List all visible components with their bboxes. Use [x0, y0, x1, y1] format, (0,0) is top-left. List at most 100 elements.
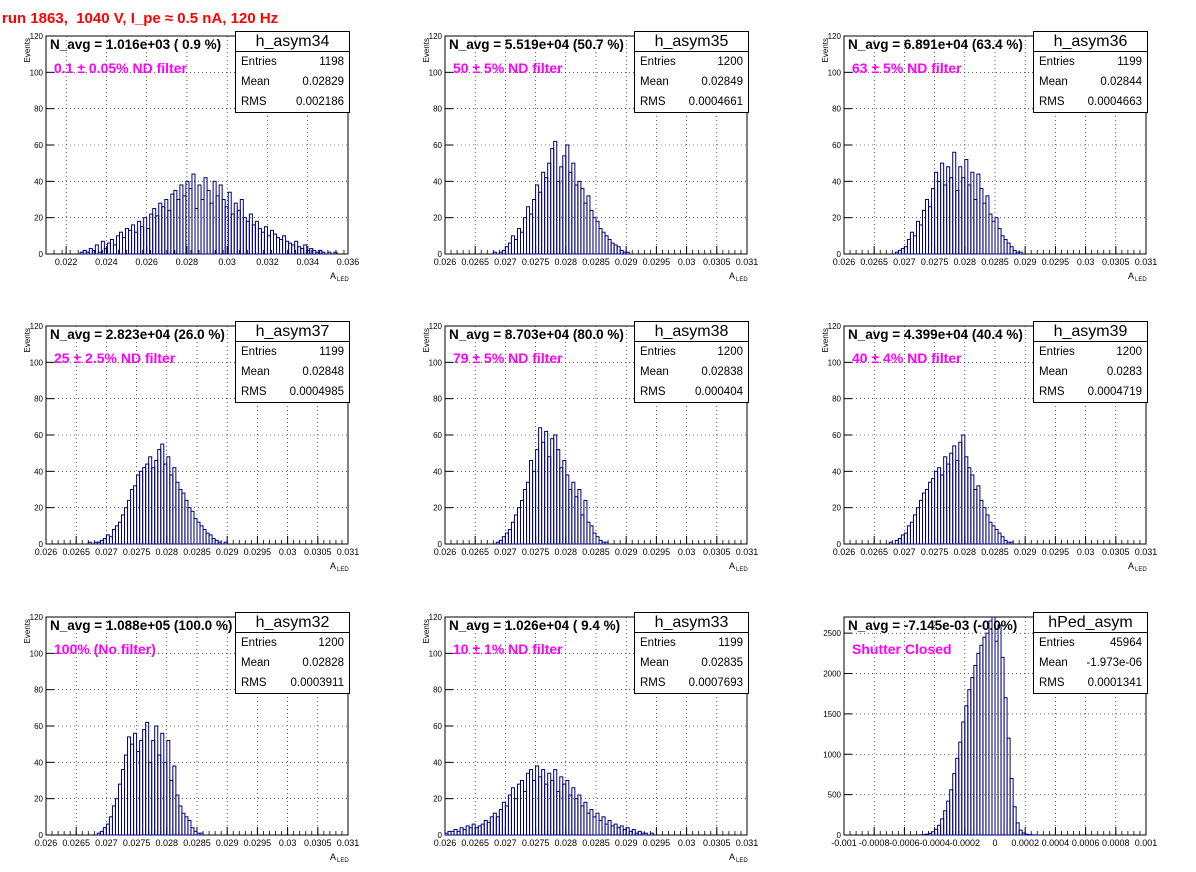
x-tick-label: 0.0285 [183, 838, 211, 848]
stats-value-entries: 1200 [717, 346, 743, 358]
y-tick-label: 80 [433, 395, 442, 404]
x-axis-label-main: A [729, 271, 735, 281]
x-tick-label: 0.0295 [244, 547, 272, 557]
x-tick-label: 0.029 [615, 838, 638, 848]
x-tick-label: 0.0006 [1072, 838, 1100, 848]
x-tick-label: 0.03 [1077, 257, 1095, 267]
stats-value-entries: 1199 [1117, 56, 1142, 68]
y-tick-label: 40 [433, 467, 442, 476]
x-tick-label: 0.026 [833, 257, 856, 267]
histogram-pad-h_asym36: 0.026 0.0265 0.027 0.0275 0.028 0.0285 0.029 0.… [798, 28, 1196, 290]
x-axis-label: ALED [330, 561, 349, 573]
x-tick-label: 0.027 [494, 257, 517, 267]
y-tick-label: 80 [832, 395, 841, 404]
stats-histogram-name: hPed_asym [1034, 613, 1147, 633]
histogram-bins [492, 140, 630, 255]
y-tick-label: 20 [832, 214, 841, 223]
histogram-plot: 0.026 0.0265 0.027 0.0275 0.028 0.0285 0.029 0.… [422, 32, 758, 283]
stats-key-rms: RMS [640, 677, 666, 689]
stats-key-mean: Mean [640, 76, 669, 88]
x-tick-label: 0.031 [1135, 257, 1158, 267]
y-tick-label: 120 [30, 322, 44, 331]
y-tick-label: 120 [828, 322, 842, 331]
x-axis-label-subscript: LED [337, 858, 349, 864]
histogram-pad-h_asym39: 0.026 0.0265 0.027 0.0275 0.028 0.0285 0.029 0.… [798, 318, 1196, 580]
stats-row-rms: RMS 0.0004985 [236, 382, 349, 402]
histogram-pad-h_asym34: 0.022 0.024 0.026 0.028 0.03 0.032 0.034 0.036 2… [0, 28, 398, 290]
stats-row-mean: Mean 0.02838 [635, 362, 748, 382]
y-axis-label: Events [23, 619, 32, 643]
y-axis-label: Events [23, 38, 32, 62]
y-tick-label: 1000 [823, 750, 841, 759]
x-tick-label: 0.0275 [522, 547, 550, 557]
stats-value-mean: 0.02849 [701, 76, 743, 88]
histogram-bins [495, 427, 609, 545]
x-tick-label: 0.028 [555, 547, 578, 557]
x-axis-label: ALED [729, 271, 748, 283]
y-tick-label: 100 [30, 649, 44, 658]
y-tick-label: 120 [30, 32, 44, 41]
y-axis-label: Events [821, 38, 830, 62]
y-axis-label: Events [422, 619, 431, 643]
stats-value-entries: 1198 [319, 56, 344, 68]
y-tick-label: 60 [433, 431, 442, 440]
x-tick-label: 0.0295 [643, 838, 671, 848]
y-tick-label: 80 [34, 395, 43, 404]
x-axis-label-subscript: LED [1135, 277, 1147, 283]
histogram-bin [94, 244, 99, 255]
stats-key-mean: Mean [241, 76, 270, 88]
histogram-bin [321, 251, 326, 255]
stats-value-entries: 1199 [718, 637, 743, 649]
x-tick-label: 0.034 [296, 257, 319, 267]
histogram-pad-hPed_asym: -0.001 -0.0008 -0.0006 -0.0004 -0.0002 0 0.000… [798, 609, 1196, 871]
x-tick-label: 0.028 [176, 257, 199, 267]
x-axis-label: ALED [729, 561, 748, 573]
x-tick-label: 0.028 [156, 838, 179, 848]
stats-key-rms: RMS [640, 96, 666, 108]
y-tick-label: 40 [34, 177, 43, 186]
stats-key-rms: RMS [640, 386, 666, 398]
stats-key-mean: Mean [1039, 76, 1068, 88]
x-axis-label-subscript: LED [337, 277, 349, 283]
y-tick-label: 100 [30, 358, 44, 367]
y-tick-label: 0 [837, 540, 842, 549]
y-tick-label: 40 [433, 177, 442, 186]
x-tick-label: 0.0305 [703, 838, 731, 848]
x-tick-label: 0.028 [555, 838, 578, 848]
stats-row-entries: Entries 1199 [635, 633, 748, 653]
stats-row-entries: Entries 45964 [1034, 633, 1147, 653]
stats-value-rms: 0.0001341 [1087, 677, 1142, 689]
x-tick-label: 0.027 [893, 257, 916, 267]
stats-value-rms: 0.0003911 [290, 677, 344, 689]
x-tick-label: 0.031 [736, 838, 759, 848]
y-tick-label: 120 [429, 613, 443, 622]
stats-row-entries: Entries 1198 [236, 52, 349, 72]
stats-key-mean: Mean [241, 657, 270, 669]
filter-label: 25 ± 2.5% ND filter [54, 350, 176, 366]
stats-row-entries: Entries 1200 [635, 52, 748, 72]
x-tick-label: 0.0285 [981, 547, 1009, 557]
stats-histogram-name: h_asym37 [236, 322, 349, 342]
y-tick-label: 120 [429, 32, 443, 41]
filter-label: 10 ± 1% ND filter [453, 641, 563, 657]
stats-key-entries: Entries [640, 56, 676, 68]
x-tick-label: 0 [992, 838, 997, 848]
x-tick-label: 0.026 [35, 838, 58, 848]
stats-row-entries: Entries 1200 [1034, 342, 1147, 362]
histogram-bin [649, 832, 654, 836]
x-tick-label: 0.028 [555, 257, 578, 267]
x-tick-label: 0.0008 [1102, 838, 1130, 848]
stats-box: h_asym34 Entries 1198 Mean 0.02829 RMS 0.00218… [235, 31, 350, 113]
x-tick-label: 0.027 [893, 547, 916, 557]
x-tick-label: 0.027 [494, 547, 517, 557]
x-tick-label: 0.0285 [981, 257, 1009, 267]
histogram-bin [100, 240, 105, 255]
stats-row-rms: RMS 0.0003911 [236, 673, 349, 693]
filter-label: 50 ± 5% ND filter [453, 60, 563, 76]
histogram-plot: 0.026 0.0265 0.027 0.0275 0.028 0.0285 0.029 0.… [23, 613, 359, 864]
histogram-bin [199, 832, 204, 836]
x-tick-label: 0.028 [954, 547, 977, 557]
y-tick-label: 20 [433, 795, 442, 804]
stats-value-mean: 0.02844 [1100, 76, 1142, 88]
stats-row-rms: RMS 0.0004661 [635, 92, 748, 112]
